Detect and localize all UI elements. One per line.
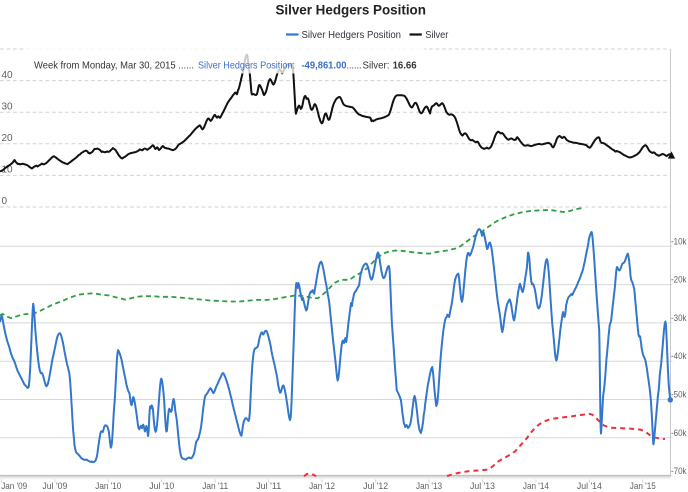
svg-text:Jan '10: Jan '10 [95, 481, 121, 492]
svg-text:0: 0 [2, 196, 8, 207]
svg-text:Silver Hedgers Position: Silver Hedgers Position [302, 30, 402, 41]
svg-text:-20k: -20k [671, 275, 687, 286]
svg-text:Silver Hedgers Position: Silver Hedgers Position [275, 3, 426, 18]
svg-text:-60k: -60k [671, 428, 687, 439]
svg-text:Jan '13: Jan '13 [416, 481, 442, 492]
svg-text:Jan '15: Jan '15 [630, 481, 656, 492]
svg-text:Jul '13: Jul '13 [470, 481, 495, 492]
svg-text:Jan '14: Jan '14 [523, 481, 549, 492]
svg-text:Jan '09: Jan '09 [1, 481, 27, 492]
svg-text:-10k: -10k [671, 236, 687, 247]
svg-text:40: 40 [2, 70, 14, 81]
svg-text:Jul '09: Jul '09 [42, 481, 67, 492]
svg-text:Jul '10: Jul '10 [149, 481, 174, 492]
svg-text:Jul '11: Jul '11 [256, 481, 281, 492]
svg-text:Jan '11: Jan '11 [202, 481, 228, 492]
svg-text:-50k: -50k [671, 390, 687, 401]
svg-text:20: 20 [2, 133, 14, 144]
svg-text:10: 10 [2, 165, 14, 176]
svg-text:Jul '12: Jul '12 [363, 481, 388, 492]
svg-text:-30k: -30k [671, 313, 687, 324]
svg-text:Silver: Silver [425, 30, 449, 41]
svg-text:Jul '14: Jul '14 [577, 481, 602, 492]
svg-text:Jan '12: Jan '12 [309, 481, 335, 492]
svg-text:Week from Monday, Mar 30, 2015: Week from Monday, Mar 30, 2015 ...... Sil… [34, 60, 417, 72]
svg-text:30: 30 [2, 101, 14, 112]
svg-text:-40k: -40k [671, 351, 687, 362]
svg-text:-70k: -70k [671, 466, 687, 477]
